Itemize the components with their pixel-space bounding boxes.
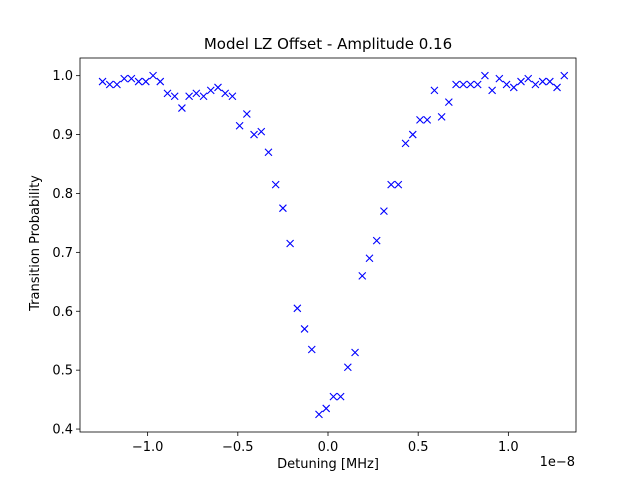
x-tick-label: 0.5: [408, 440, 429, 455]
data-point-marker: [141, 77, 150, 86]
data-point-marker: [206, 86, 215, 95]
data-point-marker: [401, 139, 410, 148]
data-point-marker: [437, 113, 446, 121]
y-tick-label: 1.0: [52, 69, 73, 84]
data-point-marker: [452, 80, 460, 89]
x-tick-label: −0.5: [222, 440, 254, 455]
axes-frame: [79, 57, 577, 433]
data-point-marker: [113, 80, 121, 89]
data-point-marker: [329, 392, 338, 401]
data-point-marker: [199, 92, 208, 101]
data-point-marker: [315, 410, 323, 419]
data-point-marker: [228, 92, 237, 101]
data-point-marker: [214, 83, 222, 92]
data-point-marker: [170, 92, 179, 101]
data-point-marker: [293, 304, 302, 313]
data-point-marker: [105, 80, 114, 89]
data-point-marker: [178, 104, 186, 112]
data-point-marker: [156, 77, 165, 86]
data-point-marker: [286, 239, 295, 248]
data-point-marker: [221, 89, 230, 98]
data-point-marker: [127, 74, 136, 83]
data-point-marker: [242, 110, 251, 118]
data-point-marker: [509, 83, 518, 92]
data-point-marker: [466, 80, 475, 89]
data-point-marker: [322, 404, 331, 413]
data-point-marker: [495, 74, 504, 83]
data-point-marker: [517, 77, 525, 86]
data-point-marker: [336, 392, 345, 401]
data-point-marker: [279, 204, 287, 213]
data-point-marker: [343, 363, 352, 372]
data-point-marker: [488, 86, 497, 95]
data-point-marker: [300, 325, 309, 333]
data-point-marker: [423, 115, 432, 124]
data-point-marker: [235, 121, 244, 130]
chart-title: Model LZ Offset - Amplitude 0.16: [204, 35, 452, 53]
x-axis-offset-text: 1e−8: [540, 455, 575, 470]
data-point-marker: [538, 77, 547, 86]
data-point-marker: [192, 89, 201, 98]
data-point-marker: [134, 77, 143, 86]
y-axis-label: Transition Probability: [28, 175, 43, 312]
data-point-marker: [531, 80, 540, 89]
data-point-marker: [120, 74, 129, 83]
data-point-marker: [250, 130, 258, 139]
data-point-marker: [459, 80, 468, 89]
data-point-marker: [430, 86, 439, 95]
data-point-marker: [358, 272, 367, 280]
data-point-marker: [271, 180, 280, 189]
data-point-marker: [365, 254, 374, 263]
x-tick-label: 1.0: [498, 440, 519, 455]
y-tick-label: 0.4: [52, 423, 73, 438]
data-point-marker: [307, 345, 316, 354]
data-point-marker: [387, 180, 396, 189]
data-point-marker: [553, 83, 561, 92]
data-point-marker: [264, 148, 273, 157]
x-axis-label: Detuning [MHz]: [277, 457, 379, 472]
data-point-marker: [444, 98, 453, 107]
y-tick-label: 0.7: [52, 246, 73, 261]
data-point-marker: [380, 207, 388, 216]
y-tick-label: 0.8: [52, 187, 73, 202]
data-point-marker: [524, 74, 533, 83]
data-point-marker: [560, 71, 569, 80]
data-point-marker: [185, 92, 194, 101]
data-point-marker: [408, 130, 417, 139]
plot-area: −1.0 −0.5 0.0 0.5 1.0 0.4 0.5 0.6 0.7 0.8 0.9 1.0: [52, 57, 577, 455]
y-tick-label: 0.5: [52, 364, 73, 379]
data-point-marker: [98, 77, 107, 86]
data-point-marker: [416, 115, 424, 124]
y-tick-label: 0.9: [52, 128, 73, 143]
data-point-marker: [372, 236, 381, 245]
x-tick-label: −1.0: [132, 440, 164, 455]
data-point-marker: [394, 180, 403, 189]
data-point-marker: [163, 89, 172, 98]
data-point-marker: [473, 80, 482, 89]
data-point-marker: [502, 80, 511, 89]
data-point-marker: [481, 71, 489, 80]
x-tick-label: 0.0: [318, 440, 339, 455]
y-tick-label: 0.6: [52, 305, 73, 320]
data-point-marker: [257, 127, 266, 136]
data-point-marker: [149, 71, 157, 80]
data-point-marker: [545, 77, 554, 86]
data-point-marker: [351, 348, 359, 357]
